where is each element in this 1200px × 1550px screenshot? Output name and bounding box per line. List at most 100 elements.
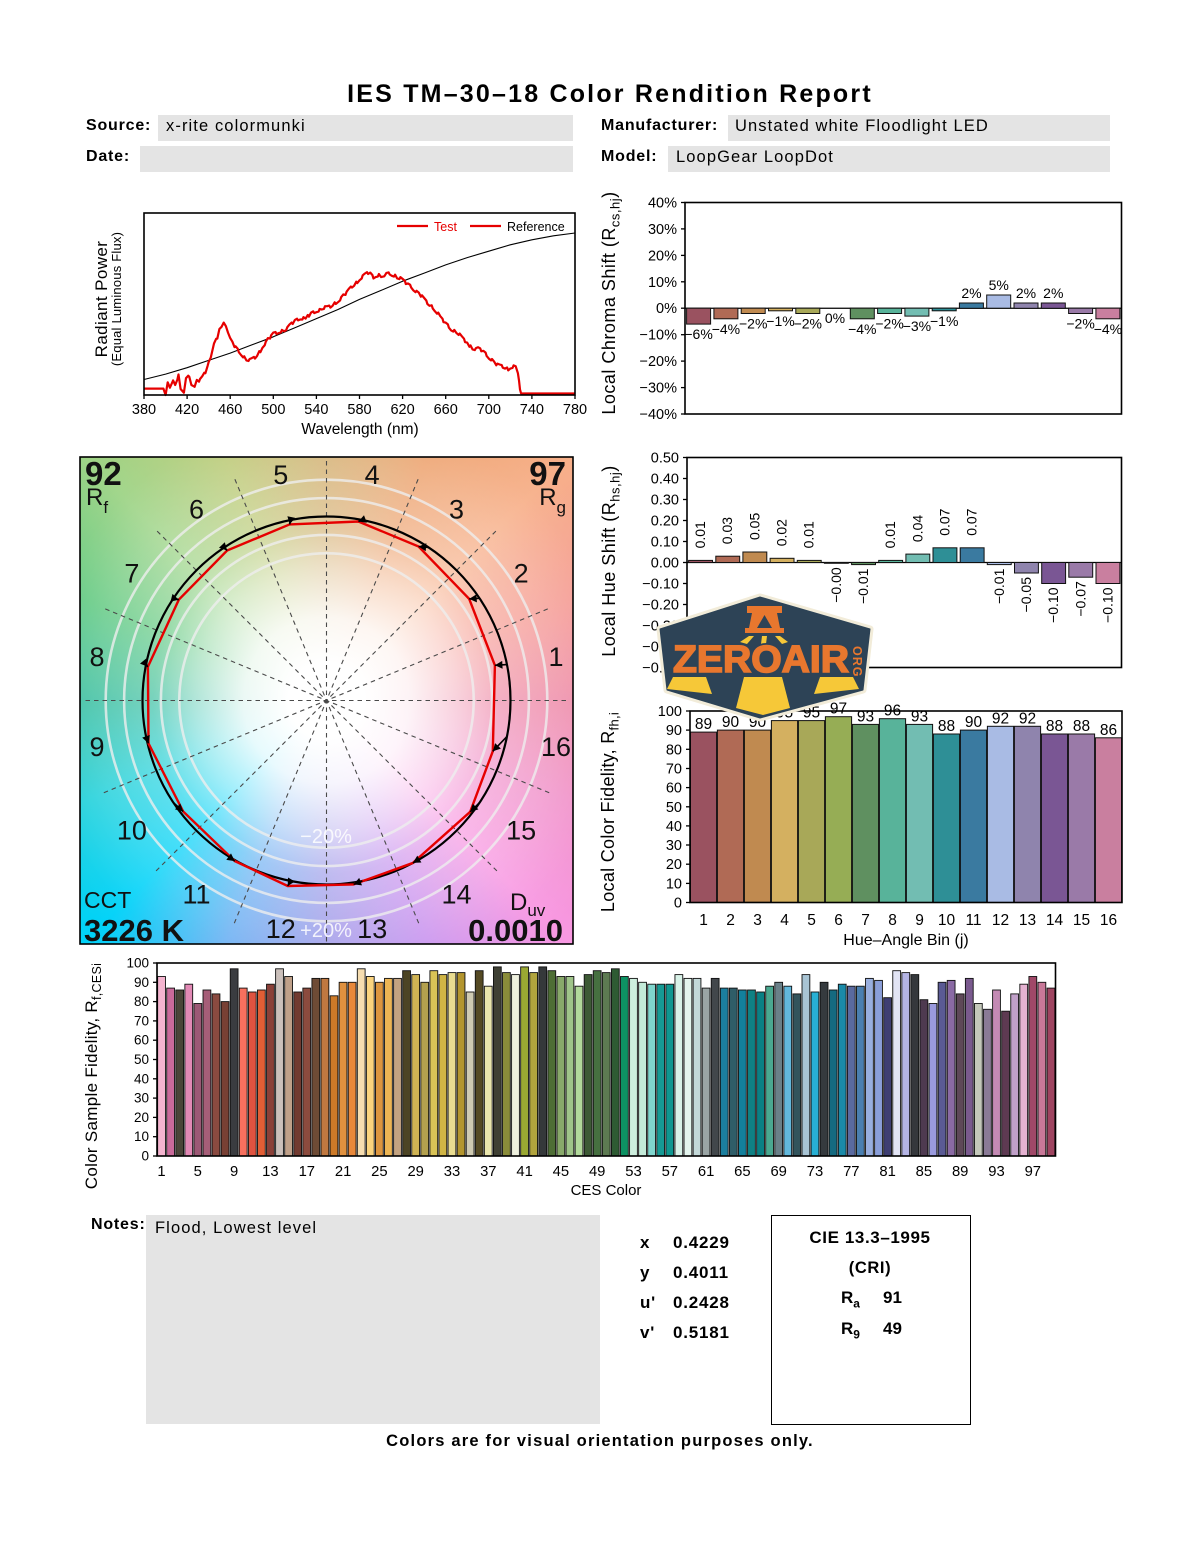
svg-text:73: 73: [807, 1164, 823, 1180]
svg-text:0.30: 0.30: [651, 493, 679, 509]
svg-text:41: 41: [516, 1164, 532, 1180]
svg-text:3: 3: [449, 494, 464, 524]
svg-text:92: 92: [1019, 710, 1036, 727]
svg-text:−0.10: −0.10: [1045, 587, 1061, 623]
svg-text:−0.20: −0.20: [642, 598, 679, 614]
svg-text:0%: 0%: [825, 310, 845, 326]
svg-text:53: 53: [625, 1164, 641, 1180]
svg-text:40: 40: [134, 1071, 149, 1086]
svg-text:40%: 40%: [648, 196, 677, 212]
svg-text:−0.00: −0.00: [828, 567, 844, 603]
svg-text:−10%: −10%: [640, 328, 678, 344]
svg-text:0.10: 0.10: [651, 535, 679, 551]
svg-text:0.01: 0.01: [882, 521, 898, 548]
svg-text:2%: 2%: [1043, 285, 1063, 301]
svg-text:3: 3: [753, 912, 762, 929]
svg-text:97: 97: [529, 455, 566, 492]
svg-text:13: 13: [1019, 912, 1036, 929]
svg-text:14: 14: [1046, 912, 1064, 929]
svg-text:40: 40: [666, 819, 682, 835]
svg-text:Color Sample Fidelity, Rf,CESi: Color Sample Fidelity, Rf,CESi: [82, 963, 104, 1189]
svg-text:−20%: −20%: [300, 826, 352, 848]
svg-text:86: 86: [1100, 722, 1117, 739]
svg-text:−4%: −4%: [1094, 321, 1122, 337]
svg-text:70: 70: [134, 1013, 149, 1028]
svg-text:90: 90: [666, 723, 682, 739]
svg-text:0.03: 0.03: [719, 517, 735, 544]
svg-text:92: 92: [85, 455, 122, 492]
svg-text:88: 88: [1073, 718, 1090, 735]
svg-text:4: 4: [365, 460, 380, 490]
svg-text:620: 620: [390, 402, 414, 418]
svg-text:−6%: −6%: [684, 326, 712, 342]
svg-text:50: 50: [134, 1052, 149, 1067]
svg-text:10: 10: [134, 1129, 149, 1144]
svg-text:−2%: −2%: [1066, 316, 1094, 332]
svg-text:20: 20: [666, 857, 682, 873]
svg-text:15: 15: [1073, 912, 1090, 929]
svg-text:89: 89: [952, 1164, 968, 1180]
svg-text:2: 2: [514, 558, 529, 588]
svg-text:0.01: 0.01: [801, 521, 817, 548]
svg-text:12: 12: [992, 912, 1009, 929]
svg-text:Test: Test: [434, 220, 457, 234]
svg-text:−2%: −2%: [794, 316, 822, 332]
svg-text:80: 80: [666, 742, 682, 758]
svg-text:−2%: −2%: [739, 316, 767, 332]
svg-text:95: 95: [803, 705, 820, 722]
svg-text:88: 88: [1046, 718, 1063, 735]
svg-text:460: 460: [218, 402, 242, 418]
svg-text:420: 420: [175, 402, 199, 418]
svg-text:0.07: 0.07: [937, 508, 953, 535]
svg-text:85: 85: [916, 1164, 932, 1180]
svg-text:90: 90: [965, 714, 983, 731]
svg-text:100: 100: [658, 704, 682, 720]
svg-text:Wavelength (nm): Wavelength (nm): [301, 421, 418, 438]
svg-text:30: 30: [134, 1091, 149, 1106]
svg-text:29: 29: [407, 1164, 423, 1180]
svg-text:380: 380: [132, 402, 156, 418]
svg-text:15: 15: [506, 816, 536, 846]
svg-text:−4%: −4%: [848, 321, 876, 337]
svg-text:8: 8: [89, 642, 104, 672]
svg-text:30%: 30%: [648, 222, 677, 238]
svg-text:780: 780: [563, 402, 587, 418]
svg-text:33: 33: [444, 1164, 460, 1180]
svg-text:0.05: 0.05: [746, 513, 762, 540]
svg-text:9: 9: [915, 912, 924, 929]
svg-text:−0.10: −0.10: [642, 577, 679, 593]
svg-text:6: 6: [189, 494, 204, 524]
svg-text:5%: 5%: [989, 277, 1009, 293]
svg-text:92: 92: [992, 710, 1009, 727]
svg-text:−0.10: −0.10: [1099, 587, 1115, 623]
svg-text:50: 50: [666, 800, 682, 816]
svg-text:Radiant Power: Radiant Power: [92, 241, 111, 358]
svg-text:540: 540: [304, 402, 328, 418]
svg-text:CCT: CCT: [84, 887, 131, 913]
svg-text:100: 100: [126, 956, 149, 971]
svg-text:10%: 10%: [648, 275, 677, 291]
svg-text:−0.01: −0.01: [855, 568, 871, 604]
svg-text:93: 93: [988, 1164, 1004, 1180]
svg-text:ZEROAIR: ZEROAIR: [673, 639, 849, 681]
svg-text:81: 81: [879, 1164, 895, 1180]
svg-text:90: 90: [134, 975, 149, 990]
svg-text:69: 69: [770, 1164, 786, 1180]
svg-text:740: 740: [520, 402, 544, 418]
svg-text:0: 0: [141, 1149, 149, 1164]
svg-text:−0.01: −0.01: [991, 568, 1007, 604]
svg-text:88: 88: [938, 718, 955, 735]
svg-text:1: 1: [699, 912, 708, 929]
svg-text:0: 0: [674, 896, 682, 912]
svg-text:61: 61: [698, 1164, 714, 1180]
svg-text:(Equal Luminous Flux): (Equal Luminous Flux): [109, 232, 124, 366]
svg-text:Hue–Angle Bin (j): Hue–Angle Bin (j): [843, 932, 968, 949]
svg-text:57: 57: [662, 1164, 678, 1180]
svg-text:0.07: 0.07: [964, 508, 980, 535]
svg-text:1: 1: [157, 1164, 165, 1180]
svg-text:−0.05: −0.05: [1018, 577, 1034, 613]
svg-text:37: 37: [480, 1164, 496, 1180]
svg-text:0.04: 0.04: [909, 515, 925, 542]
svg-text:12: 12: [266, 914, 296, 944]
svg-text:93: 93: [911, 708, 928, 725]
